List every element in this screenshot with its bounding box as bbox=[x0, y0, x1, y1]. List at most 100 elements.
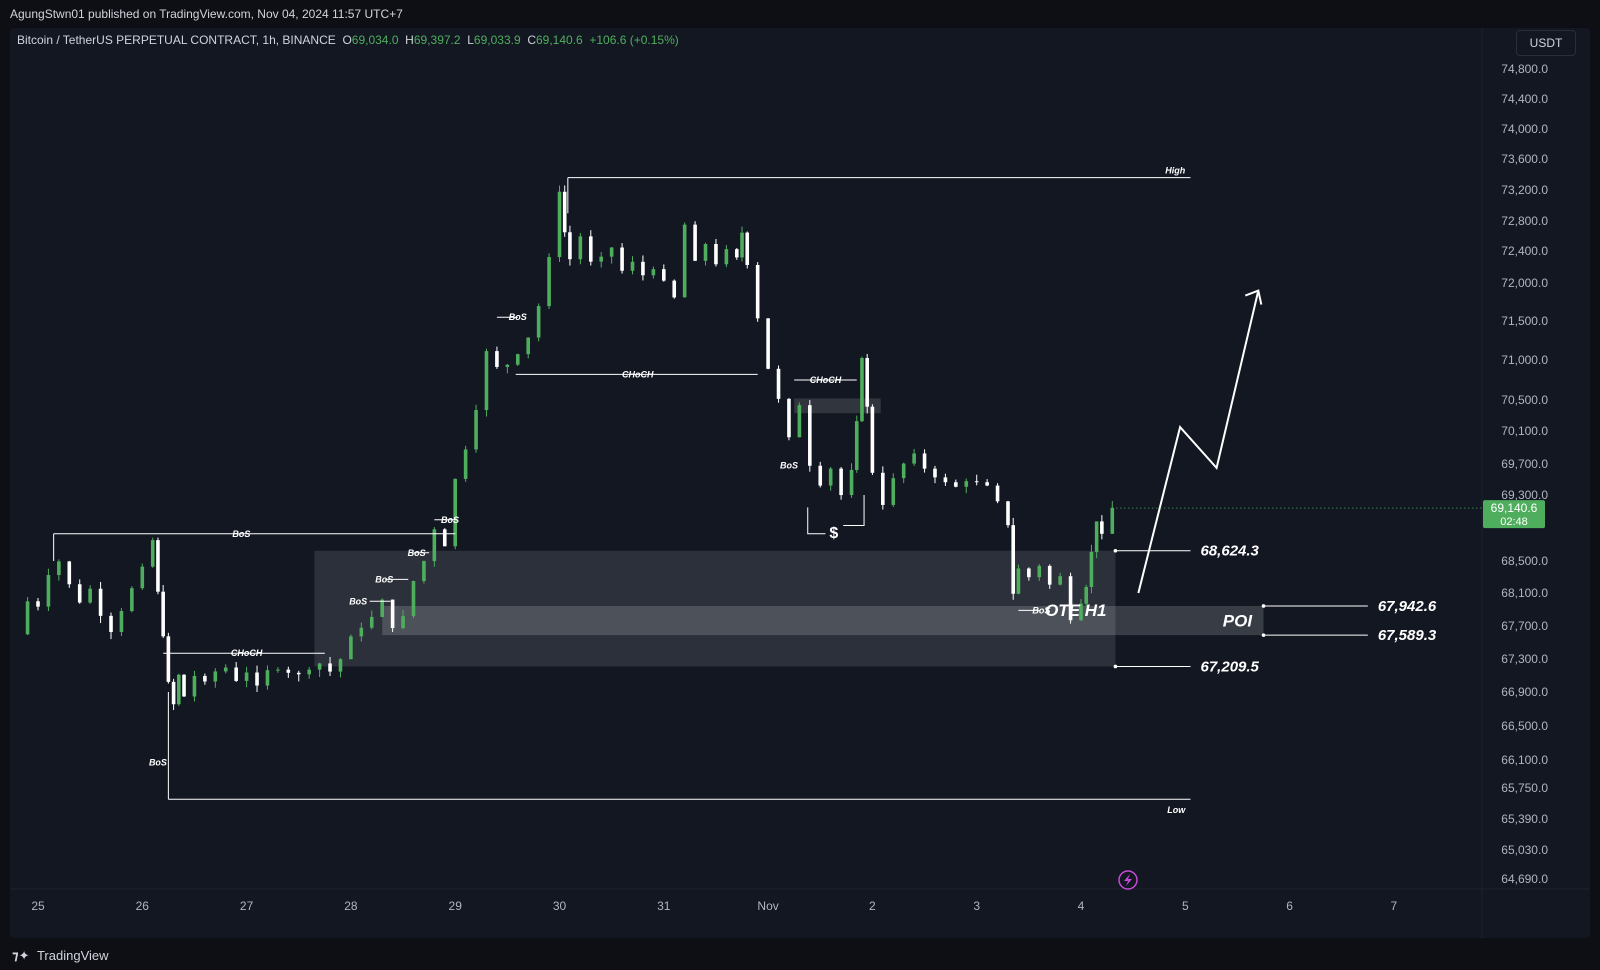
candle-body bbox=[432, 529, 437, 562]
y-tick-label: 70,500.0 bbox=[1501, 393, 1548, 407]
lightning-icon-bolt bbox=[1124, 874, 1132, 886]
candle-body bbox=[881, 472, 885, 505]
level-label: 67,209.5 bbox=[1201, 658, 1260, 675]
bos-label: BoS bbox=[375, 574, 393, 584]
y-tick-label: 72,000.0 bbox=[1501, 276, 1548, 290]
candle-body bbox=[1011, 525, 1016, 594]
candle-body bbox=[839, 468, 843, 496]
candle-body bbox=[870, 406, 875, 473]
candle-body bbox=[88, 588, 92, 603]
bos-label: BoS bbox=[441, 515, 459, 525]
x-tick-label: 7 bbox=[1391, 899, 1398, 913]
x-tick-label: Nov bbox=[757, 899, 778, 913]
x-tick-label: 4 bbox=[1078, 899, 1085, 913]
candle-body bbox=[828, 468, 833, 486]
y-tick-label: 65,750.0 bbox=[1501, 781, 1548, 795]
poi-zone bbox=[382, 605, 1264, 636]
candle-body bbox=[620, 247, 624, 271]
y-tick-label: 69,700.0 bbox=[1501, 457, 1548, 471]
candle-body bbox=[547, 257, 551, 307]
x-tick-label: 31 bbox=[657, 899, 671, 913]
price-chart[interactable]: 74,800.0 74,400.0 74,000.0 73,600.0 73,200.0… bbox=[10, 28, 1590, 938]
candle-body bbox=[1068, 576, 1073, 621]
open-label: O bbox=[342, 33, 352, 47]
bos-label: BoS bbox=[780, 461, 798, 471]
candle-body bbox=[234, 667, 238, 681]
candle-body bbox=[860, 358, 864, 422]
y-tick-label: 67,700.0 bbox=[1501, 619, 1548, 633]
candle-body bbox=[557, 191, 562, 258]
candle-body bbox=[359, 627, 364, 637]
candle-body bbox=[1047, 565, 1052, 585]
candle-body bbox=[854, 421, 859, 470]
choch-label: CHoCH bbox=[810, 375, 842, 385]
candle-body bbox=[641, 261, 645, 276]
y-tick-label: 72,400.0 bbox=[1501, 244, 1548, 258]
x-tick-label: 3 bbox=[973, 899, 980, 913]
candle-body bbox=[526, 337, 531, 355]
bos-label: BoS bbox=[349, 596, 367, 606]
candle-body bbox=[1037, 565, 1042, 578]
candle-body bbox=[244, 672, 249, 681]
y-tick-label: 67,300.0 bbox=[1501, 652, 1548, 666]
y-tick-label: 65,030.0 bbox=[1501, 843, 1548, 857]
candle-body bbox=[171, 681, 176, 705]
candle-body bbox=[1058, 576, 1062, 585]
candle-body bbox=[46, 575, 51, 607]
x-tick-label: 29 bbox=[449, 899, 463, 913]
candle-body bbox=[630, 261, 635, 271]
y-tick-label: 69,300.0 bbox=[1501, 488, 1548, 502]
candle-body bbox=[1084, 586, 1089, 604]
y-tick-label: 68,500.0 bbox=[1501, 554, 1548, 568]
candle-body bbox=[422, 561, 426, 582]
y-tick-label: 64,690.0 bbox=[1501, 872, 1548, 886]
chart-frame[interactable]: 74,800.0 74,400.0 74,000.0 73,600.0 73,200.0… bbox=[10, 28, 1590, 938]
candle-body bbox=[369, 616, 374, 628]
candle-body bbox=[562, 191, 567, 233]
candle-body bbox=[787, 398, 791, 438]
y-tick-label: 73,200.0 bbox=[1501, 183, 1548, 197]
candle-body bbox=[954, 482, 958, 487]
y-tick-label: 68,100.0 bbox=[1501, 586, 1548, 600]
ote-zone bbox=[314, 550, 1116, 667]
high-label: High bbox=[1165, 166, 1185, 176]
choch-label: CHoCH bbox=[231, 648, 263, 658]
level-label: 67,942.6 bbox=[1378, 598, 1437, 615]
level-dot bbox=[1261, 633, 1266, 637]
candle-body bbox=[1079, 603, 1083, 621]
candle-body bbox=[495, 351, 499, 367]
candle-body bbox=[140, 566, 145, 589]
candle-body bbox=[808, 405, 812, 466]
candles bbox=[25, 185, 1115, 711]
currency-button[interactable]: USDT bbox=[1516, 30, 1576, 56]
candle-body bbox=[599, 256, 604, 262]
candle-body bbox=[609, 247, 614, 257]
candle-body bbox=[338, 659, 343, 672]
lightning-icon bbox=[1118, 870, 1138, 890]
footer-brand[interactable]: TradingView bbox=[36, 948, 109, 963]
candle-body bbox=[1089, 551, 1094, 587]
x-tick-label: 30 bbox=[553, 899, 567, 913]
candle-body bbox=[57, 561, 61, 576]
footer: ⁊✦ TradingView bbox=[0, 942, 1600, 970]
y-tick-label: 74,800.0 bbox=[1501, 62, 1548, 76]
bos-label: BoS bbox=[509, 312, 527, 322]
candle-body bbox=[390, 599, 395, 629]
bos-label: BoS bbox=[408, 548, 426, 558]
bos-label: BoS bbox=[1032, 605, 1050, 615]
candle-body bbox=[536, 306, 541, 338]
candle-body bbox=[797, 405, 802, 438]
x-tick-label: 2 bbox=[869, 899, 876, 913]
candle-body bbox=[714, 243, 718, 265]
x-tick-label: 25 bbox=[31, 899, 45, 913]
symbol-title: Bitcoin / TetherUS PERPETUAL CONTRACT, 1… bbox=[17, 33, 336, 47]
close-label: C bbox=[527, 33, 536, 47]
candle-body bbox=[67, 561, 72, 585]
candle-body bbox=[901, 463, 906, 479]
candle-body bbox=[109, 615, 113, 633]
candle-body bbox=[672, 280, 677, 298]
candle-body bbox=[98, 588, 103, 616]
candle-body bbox=[995, 485, 1000, 502]
small-imbalance-zone bbox=[794, 398, 881, 414]
low-label: L bbox=[467, 33, 474, 47]
